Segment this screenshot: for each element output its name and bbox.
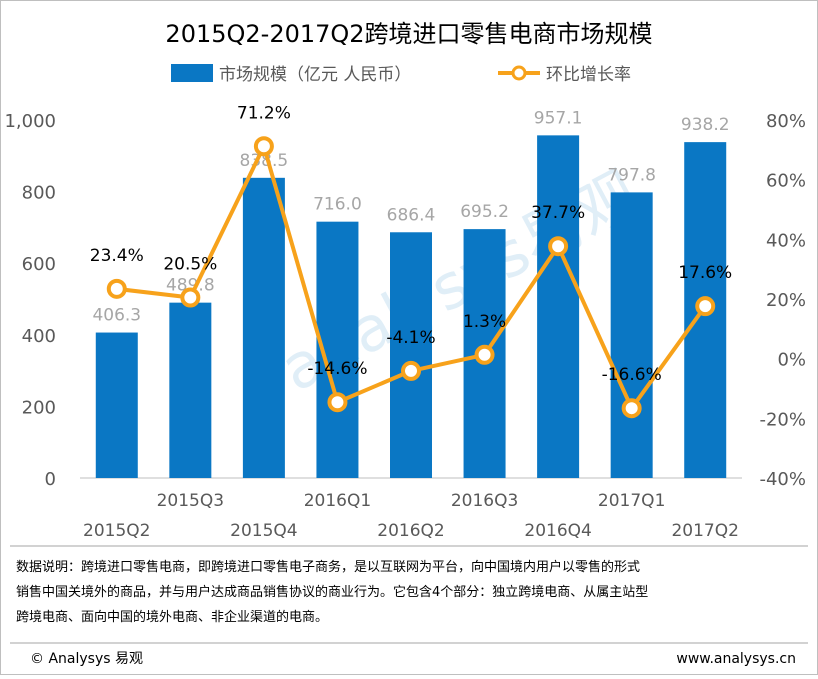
note-line-3: 跨境电商、面向中国的境外电商、非企业渠道的电商。	[16, 609, 328, 625]
x-axis-tick-label: 2016Q2	[377, 521, 444, 541]
bar-data-label: 695.2	[460, 202, 509, 222]
line-point	[401, 360, 421, 381]
left-axis-tick-label: 0	[45, 469, 56, 490]
x-axis-tick-label: 2015Q3	[157, 491, 224, 511]
line-point	[548, 236, 569, 257]
bar	[537, 135, 580, 478]
line-data-label: -14.6%	[307, 359, 367, 379]
line-data-label: -4.1%	[386, 328, 435, 348]
right-axis-tick-label: 80%	[766, 111, 806, 132]
right-axis-tick-label: 20%	[766, 290, 806, 311]
axes: 0 200 400 600 800 1,000 -40% -20% 0% 20% 40% 60% 80%…	[4, 111, 806, 541]
bar	[169, 302, 212, 478]
footer-copyright: © Analysys 易观	[30, 651, 143, 667]
x-axis-tick-label: 2015Q4	[230, 521, 297, 541]
line-point	[327, 392, 348, 413]
x-axis-tick-label: 2015Q2	[83, 521, 150, 541]
left-axis-tick-label: 200	[22, 397, 56, 418]
legend-line-label: 环比增长率	[546, 65, 631, 85]
bar	[242, 177, 285, 478]
line-data-label: 20.5%	[163, 255, 217, 275]
line-point	[180, 287, 201, 308]
line-point	[474, 344, 495, 365]
bar-data-label: 938.2	[681, 115, 730, 135]
bar-data-label: 797.8	[607, 165, 656, 185]
x-axis-tick-label: 2017Q2	[671, 521, 738, 541]
x-axis-tick-label: 2016Q4	[524, 521, 591, 541]
x-axis-tick-label: 2017Q1	[598, 491, 665, 511]
bar	[390, 232, 432, 478]
legend-line-marker	[511, 65, 527, 81]
note-line-2: 销售中国关境外的商品，并与用户达成商品销售协议的商业行为。它包含4个部分：独立跨…	[16, 584, 648, 600]
right-axis-tick-label: -40%	[759, 469, 806, 490]
line-point	[253, 136, 274, 157]
right-axis-tick-label: -20%	[759, 409, 806, 430]
line-point	[106, 278, 127, 299]
line-point	[695, 296, 716, 317]
chart-title: 2015Q2-2017Q2跨境进口零售电商市场规模	[165, 20, 652, 48]
line-data-label: -16.6%	[602, 365, 662, 385]
left-axis-tick-label: 600	[22, 254, 56, 275]
legend-bar-swatch	[171, 64, 213, 82]
bar-data-label: 838.5	[240, 151, 289, 171]
bar-data-label: 686.4	[387, 205, 436, 225]
bar-data-label: 489.8	[166, 276, 215, 296]
line-data-label: 1.3%	[463, 312, 506, 332]
line-point	[621, 398, 642, 419]
bar-data-label: 957.1	[534, 108, 583, 128]
line-data-label: 37.7%	[531, 203, 585, 223]
line-data-label: 17.6%	[678, 263, 732, 283]
bar	[610, 192, 653, 478]
left-axis-tick-label: 800	[22, 183, 56, 204]
legend-bar-label: 市场规模（亿元 人民币）	[219, 65, 411, 85]
bar-data-label: 406.3	[92, 306, 141, 326]
left-axis-tick-label: 1,000	[4, 111, 56, 132]
line-data-label: 23.4%	[90, 246, 144, 266]
bar-data-label: 716.0	[313, 195, 362, 215]
left-axis-tick-label: 400	[22, 326, 56, 347]
line-series: 23.4% 20.5% 71.2% -14.6% -4.1% 1.3% 37.7% -16.6…	[90, 103, 732, 419]
footer-url: www.analysys.cn	[676, 651, 796, 667]
bar	[95, 332, 138, 478]
right-axis-tick-label: 60%	[766, 171, 806, 192]
note-line-1: 数据说明：跨境进口零售电商，即跨境进口零售电子商务，是以互联网为平台，向中国境内…	[16, 559, 640, 575]
x-axis-tick-label: 2016Q3	[451, 491, 518, 511]
right-axis-tick-label: 40%	[766, 230, 806, 251]
right-axis-tick-label: 0%	[777, 350, 806, 371]
x-axis-tick-label: 2016Q1	[304, 491, 371, 511]
line-data-label: 71.2%	[237, 103, 291, 123]
